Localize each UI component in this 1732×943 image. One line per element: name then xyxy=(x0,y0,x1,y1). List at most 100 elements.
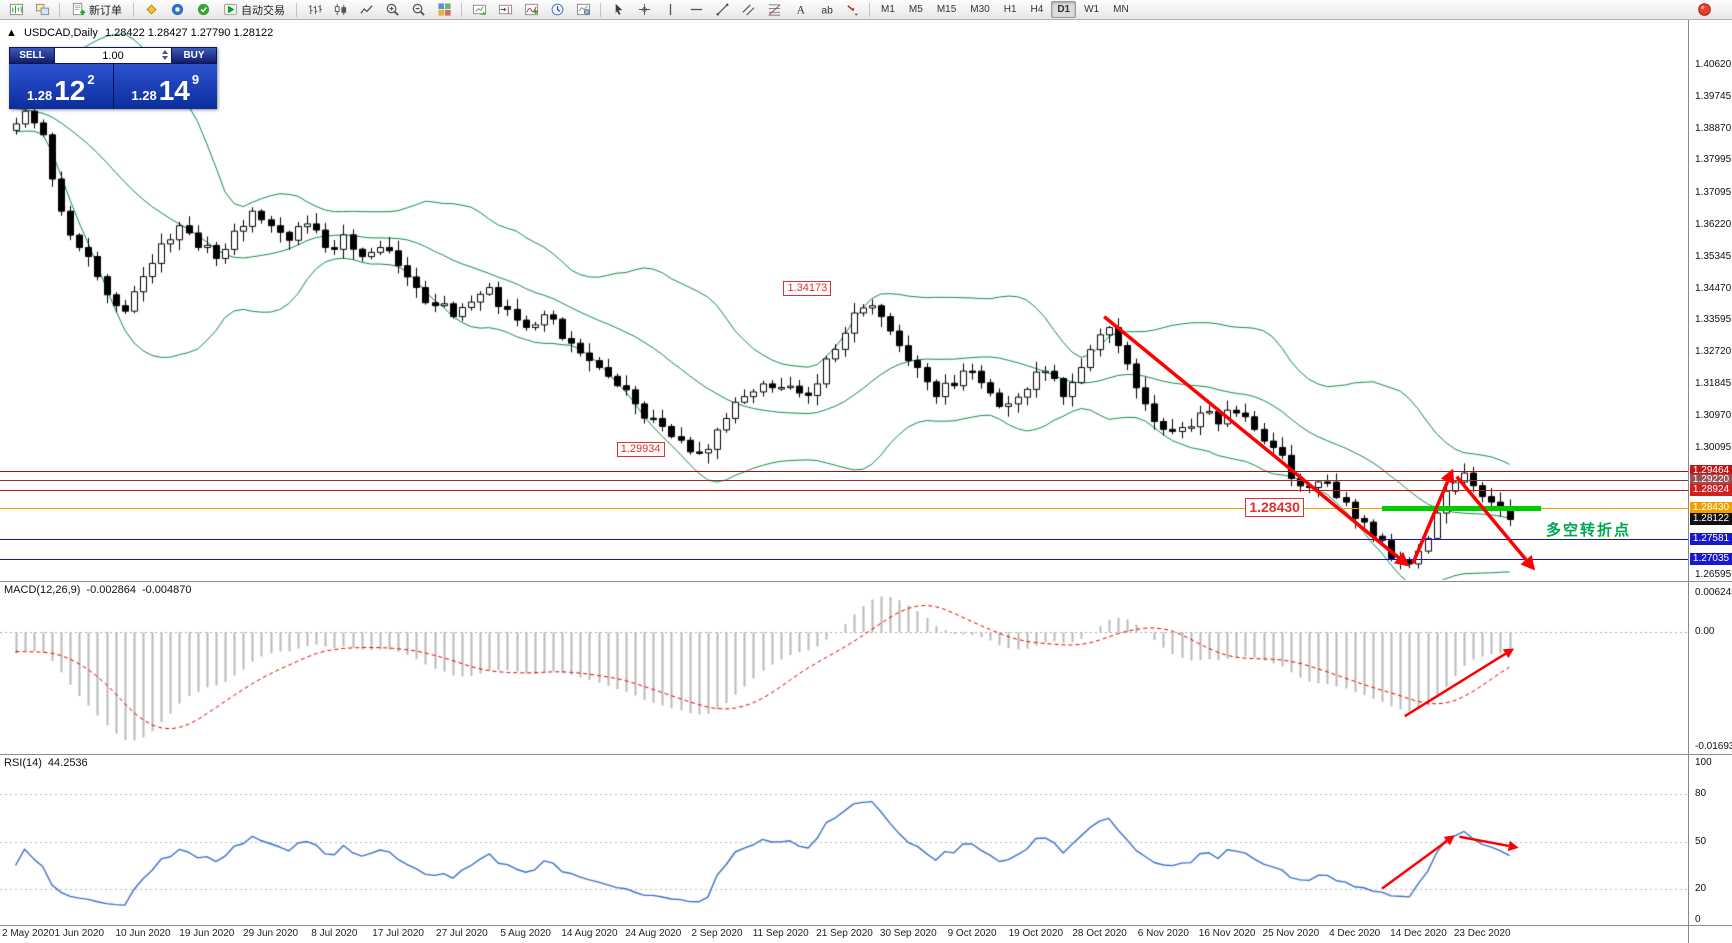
sell-button[interactable]: SELL xyxy=(9,47,55,64)
price-chart-canvas[interactable] xyxy=(0,0,1688,943)
sell-price-display[interactable]: 1.28 12 2 xyxy=(9,64,114,109)
alert-icon xyxy=(1697,2,1712,17)
templates-icon xyxy=(576,2,591,17)
buy-price-big: 14 xyxy=(158,75,190,106)
cursor-icon xyxy=(611,2,626,17)
zoom-in-button[interactable] xyxy=(379,1,405,19)
price-axis-label: 1.37095 xyxy=(1695,187,1732,199)
rsi-panel-separator[interactable] xyxy=(0,754,1732,755)
date-axis-label: 8 Jul 2020 xyxy=(311,928,358,939)
bar-chart-button[interactable] xyxy=(301,1,327,19)
label-button[interactable]: ab xyxy=(813,1,839,19)
macd-signal-value: -0.004870 xyxy=(141,584,192,596)
timeframe-button-d1[interactable]: D1 xyxy=(1051,1,1077,18)
volume-input[interactable]: 1.00 xyxy=(55,47,171,64)
metaeditor-icon xyxy=(144,2,159,17)
date-axis-label: 10 Jun 2020 xyxy=(115,928,171,939)
timeframe-button-h4[interactable]: H4 xyxy=(1030,4,1044,15)
collapse-marker[interactable]: ▲ xyxy=(6,27,17,39)
vertical-line-button[interactable] xyxy=(657,1,683,19)
price-axis-label: 1.31845 xyxy=(1695,378,1732,390)
channel-button[interactable] xyxy=(735,1,761,19)
timeframe-button-m15[interactable]: M15 xyxy=(936,4,957,15)
horizontal-line-button[interactable] xyxy=(683,1,709,19)
price-axis-label: 1.39745 xyxy=(1695,90,1732,102)
timeframe-button-m30[interactable]: M30 xyxy=(970,4,990,15)
buy-button[interactable]: BUY xyxy=(171,47,217,64)
timeframe-button-mn[interactable]: MN xyxy=(1113,4,1129,15)
price-tag-1.27581: 1.27581 xyxy=(1690,533,1732,546)
date-axis-label: 19 Oct 2020 xyxy=(1008,928,1064,939)
toolbar-separator xyxy=(296,2,297,17)
price-axis-label: 1.32720 xyxy=(1695,346,1732,358)
candlestick-chart-icon xyxy=(333,2,348,17)
sell-price-big: 12 xyxy=(54,75,86,106)
toolbar-separator xyxy=(59,2,60,17)
crosshair-button[interactable] xyxy=(631,1,657,19)
strategy-tester-icon xyxy=(196,2,211,17)
trendline-button[interactable] xyxy=(709,1,735,19)
date-axis-label: 14 Aug 2020 xyxy=(561,928,618,939)
vertical-line-icon xyxy=(663,2,678,17)
cursor-button[interactable] xyxy=(605,1,631,19)
timeframe-button-m1[interactable]: M1 xyxy=(881,4,895,15)
date-axis-label: 16 Nov 2020 xyxy=(1198,928,1256,939)
price-tag-1.29220: 1.29220 xyxy=(1690,473,1732,486)
price-axis-label: 1.37995 xyxy=(1695,154,1732,166)
text-button[interactable]: A xyxy=(787,1,813,19)
zoom-out-icon xyxy=(411,2,426,17)
rsi-axis-label-20: 20 xyxy=(1695,882,1707,894)
chart-shift-button[interactable] xyxy=(492,1,518,19)
price-axis[interactable]: 1.40620 1.39745 1.38870 1.37995 1.37095 1.362… xyxy=(1688,20,1732,943)
new-order-button[interactable]: 新订单 xyxy=(64,1,129,19)
arrows-tool-button[interactable] xyxy=(839,1,865,19)
spin-down-icon[interactable] xyxy=(162,56,168,60)
fibonacci-button[interactable] xyxy=(761,1,787,19)
community-button[interactable] xyxy=(164,1,190,19)
rsi-axis-label-80: 80 xyxy=(1695,788,1707,800)
volume-spinner[interactable] xyxy=(162,50,168,60)
date-axis-label: 30 Sep 2020 xyxy=(879,928,937,939)
periods-button[interactable] xyxy=(544,1,570,19)
spin-up-icon[interactable] xyxy=(162,50,168,54)
strategy-tester-button[interactable] xyxy=(190,1,216,19)
auto-scroll-button[interactable] xyxy=(466,1,492,19)
toolbar-separator xyxy=(461,2,462,17)
buy-price-small: 1.28 xyxy=(131,88,157,103)
date-axis-label: 17 Jul 2020 xyxy=(372,928,424,939)
profiles-button[interactable] xyxy=(29,1,55,19)
one-click-trading-panel: SELL 1.00 BUY 1.28 12 2 1.28 14 9 xyxy=(9,47,217,109)
date-axis[interactable]: 2 May 2020 1 Jun 2020 10 Jun 2020 19 Jun 20… xyxy=(0,926,1688,943)
rsi-axis-label-0: 0 xyxy=(1695,914,1701,925)
timeframe-button-h1[interactable]: H1 xyxy=(1003,4,1017,15)
date-axis-label: 11 Sep 2020 xyxy=(752,928,809,939)
price-axis-label: 1.33595 xyxy=(1695,314,1732,326)
metaeditor-button[interactable] xyxy=(138,1,164,19)
candlestick-chart-button[interactable] xyxy=(327,1,353,19)
new-order-label: 新订单 xyxy=(89,4,122,17)
toolbar-separator xyxy=(600,2,601,17)
buy-price-display[interactable]: 1.28 14 9 xyxy=(113,64,217,109)
rsi-label: RSI(14) 44.2536 xyxy=(4,757,94,769)
chart-shift-icon xyxy=(498,2,513,17)
text-icon: A xyxy=(793,2,808,17)
macd-name: MACD(12,26,9) xyxy=(4,584,81,596)
svg-text:A: A xyxy=(796,5,805,17)
alert-button[interactable] xyxy=(1691,1,1717,19)
line-chart-button[interactable] xyxy=(353,1,379,19)
new-chart-button[interactable] xyxy=(3,1,29,19)
date-axis-label: 1 Jun 2020 xyxy=(54,928,105,939)
price-axis-label: 1.26595 xyxy=(1695,569,1732,580)
auto-trading-button[interactable]: 自动交易 xyxy=(216,1,292,19)
macd-panel-separator[interactable] xyxy=(0,581,1732,582)
symbol-period-label: USDCAD,Daily xyxy=(23,27,98,39)
timeframe-button-m5[interactable]: M5 xyxy=(908,4,923,15)
indicators-button[interactable] xyxy=(518,1,544,19)
templates-button[interactable] xyxy=(570,1,596,19)
tile-windows-button[interactable] xyxy=(431,1,457,19)
chart-title: ▲ USDCAD,Daily 1.28422 1.28427 1.27790 1… xyxy=(6,27,277,39)
timeframe-button-w1[interactable]: W1 xyxy=(1084,4,1100,15)
date-axis-separator xyxy=(0,925,1732,926)
zoom-out-button[interactable] xyxy=(405,1,431,19)
